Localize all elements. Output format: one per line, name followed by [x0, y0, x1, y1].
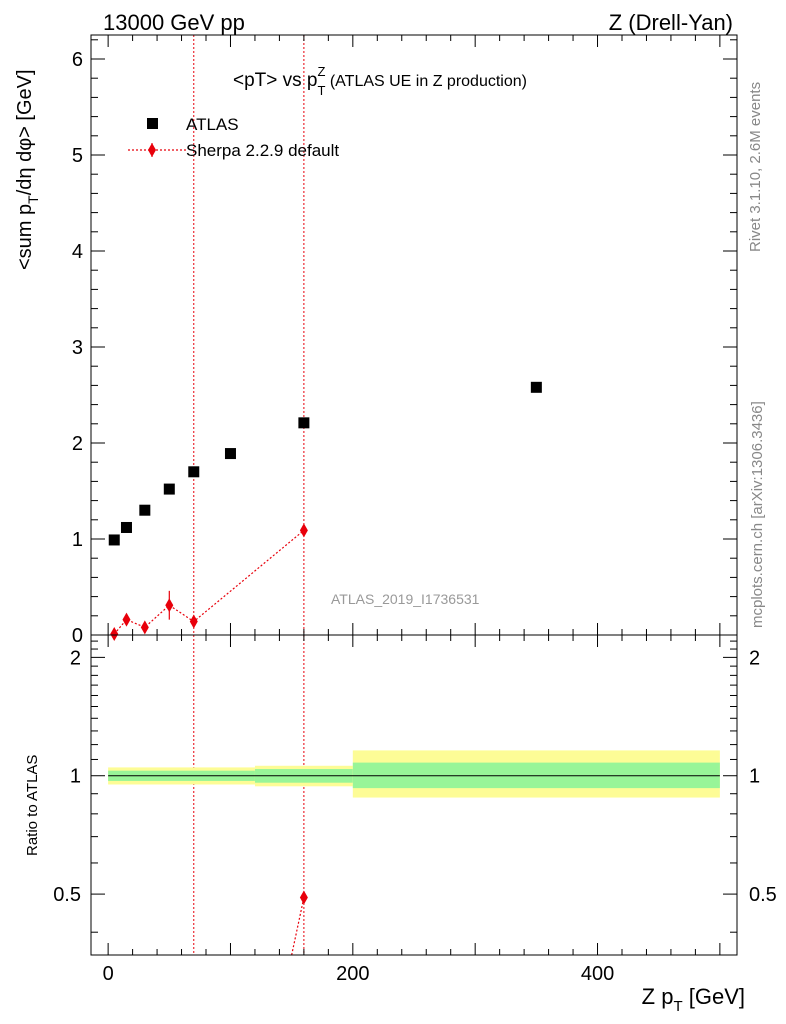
sherpa-point: [165, 598, 174, 613]
x-tick-label: 0: [103, 963, 114, 985]
mcplots-reference-text: mcplots.cern.ch [arXiv:1306.3436]: [749, 401, 766, 628]
main-y-tick-label: 1: [72, 529, 83, 551]
ratio-frame: [90, 634, 738, 956]
legend-atlas-label: ATLAS: [186, 115, 239, 134]
atlas-point: [224, 448, 236, 460]
x-axis-label: Z pT [GeV]: [642, 984, 745, 1015]
atlas-point: [120, 521, 132, 533]
sherpa-point: [122, 612, 131, 627]
legend-atlas-marker: [147, 118, 158, 129]
ratio-sherpa-point: [299, 890, 308, 905]
plot-title: <pT> vs pZ T (ATLAS UE in Z production): [233, 64, 527, 98]
main-y-axis-label: <sum pT/dη dφ> [GeV]: [14, 69, 41, 270]
main-y-tick-label: 4: [72, 241, 83, 263]
analysis-watermark: ATLAS_2019_I1736531: [331, 591, 480, 607]
main-y-tick-label: 6: [72, 49, 83, 71]
ratio-y-tick-label-right: 0.5: [749, 884, 777, 906]
header-right: Z (Drell-Yan): [609, 10, 733, 35]
header-left: 13000 GeV pp: [103, 10, 245, 35]
legend: ATLAS Sherpa 2.2.9 default: [128, 115, 339, 160]
main-y-tick-label: 0: [72, 625, 83, 647]
ratio-y-tick-label: 1: [70, 766, 81, 788]
atlas-point: [530, 381, 542, 393]
atlas-point: [163, 483, 175, 495]
atlas-point: [298, 417, 310, 429]
ratio-y-tick-label-right: 2: [749, 647, 760, 669]
atlas-point: [139, 504, 151, 516]
rivet-version-text: Rivet 3.1.10, 2.6M events: [747, 82, 764, 252]
atlas-point: [108, 534, 120, 546]
sherpa-point: [110, 627, 119, 642]
legend-sherpa-label: Sherpa 2.2.9 default: [186, 141, 339, 160]
ratio-y-tick-label: 0.5: [53, 884, 81, 906]
sherpa-point: [299, 523, 308, 538]
x-tick-label: 400: [581, 963, 614, 985]
ratio-plot-panel: 0 200 400 0.5 0.5 1 1 2 2 Ratio to ATLAS Z pT [G…: [24, 634, 777, 1015]
ratio-sherpa-line: [291, 897, 305, 956]
x-tick-label: 200: [336, 963, 369, 985]
main-y-tick-label: 3: [72, 337, 83, 359]
sherpa-point: [140, 620, 149, 635]
main-plot-panel: 0 1 2 3 4 5 6 <pT> vs pZ T (ATLAS UE in Z produ…: [14, 34, 738, 955]
main-y-tick-label: 5: [72, 145, 83, 167]
sherpa-line: [113, 529, 305, 635]
ratio-y-tick-label: 2: [70, 647, 81, 669]
ratio-y-tick-label-right: 1: [749, 766, 760, 788]
sherpa-point: [189, 614, 198, 629]
ratio-y-axis-label: Ratio to ATLAS: [24, 755, 41, 856]
atlas-point: [188, 466, 200, 478]
main-y-tick-label: 2: [72, 433, 83, 455]
legend-sherpa-marker: [148, 143, 156, 157]
